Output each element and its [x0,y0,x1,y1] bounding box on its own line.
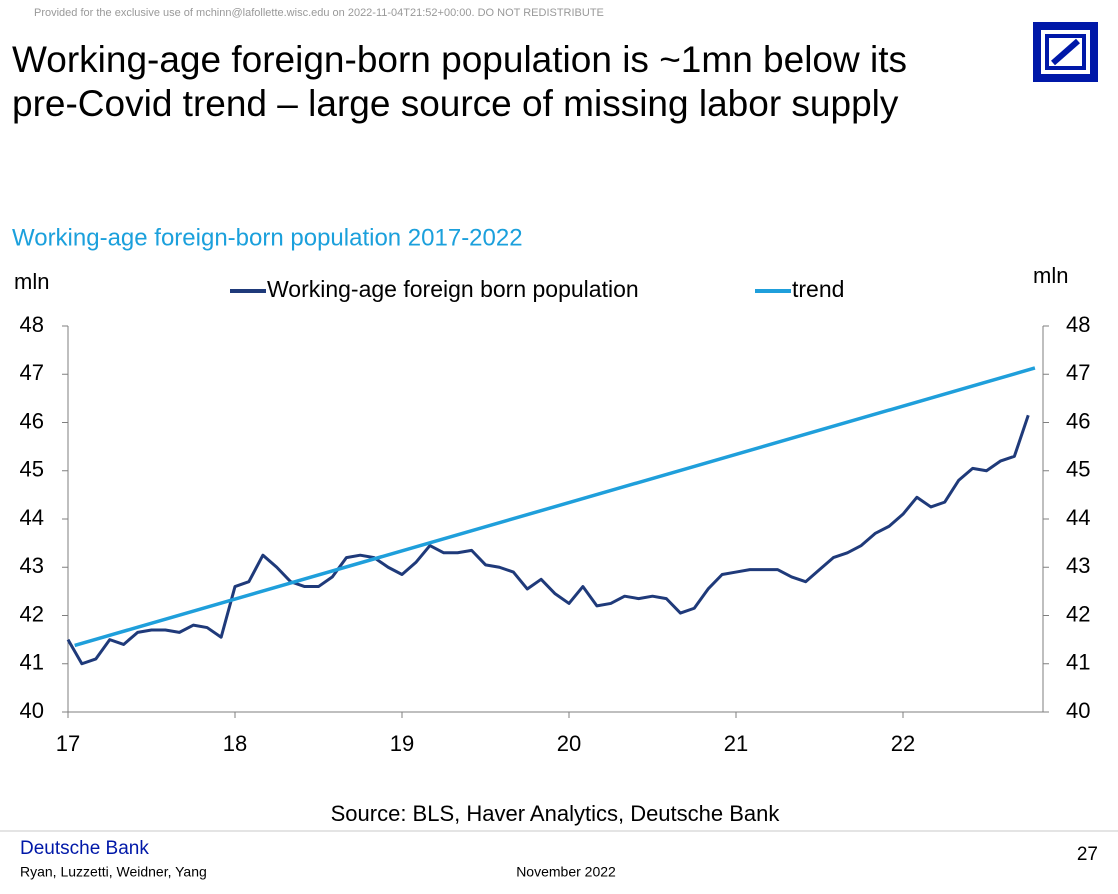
y-tick-label: 47 [20,360,44,385]
x-tick-label: 20 [557,731,581,756]
series-line [74,366,1036,648]
y-tick-label: 42 [20,601,44,626]
y-tick-label: 46 [20,408,44,433]
chart-title: Working-age foreign-born population 2017… [12,224,523,251]
y2-axis-label: mln [1033,263,1068,288]
x-tick-label: 17 [56,731,80,756]
y-tick-label: 40 [20,698,44,723]
legend-label: Working-age foreign born population [267,276,639,302]
y2-tick-label: 40 [1066,698,1090,723]
brand: Deutsche Bank [20,838,149,859]
y-tick-label: 41 [20,650,44,675]
x-tick-label: 21 [724,731,748,756]
y2-tick-label: 41 [1066,650,1090,675]
x-tick-label: 22 [891,731,915,756]
y2-tick-label: 44 [1066,505,1090,530]
y2-tick-label: 46 [1066,408,1090,433]
date: November 2022 [516,864,616,880]
y2-tick-label: 48 [1066,312,1090,337]
series-line [66,414,1030,666]
y-tick-label: 43 [20,553,44,578]
legend-label: trend [792,276,844,302]
logo [1033,22,1098,82]
y-tick-label: 44 [20,505,44,530]
x-tick-label: 19 [390,731,414,756]
title-line: pre-Covid trend – large source of missin… [12,83,899,124]
y-axis-label: mln [14,269,49,294]
y-tick-label: 45 [20,457,44,482]
y2-tick-label: 45 [1066,457,1090,482]
page-number: 27 [1077,844,1098,865]
source: Source: BLS, Haver Analytics, Deutsche B… [331,801,781,826]
y2-tick-label: 42 [1066,601,1090,626]
y-tick-label: 48 [20,312,44,337]
y2-tick-label: 43 [1066,553,1090,578]
authors: Ryan, Luzzetti, Weidner, Yang [20,864,207,880]
notice: Provided for the exclusive use of mchinn… [34,7,604,19]
y2-tick-label: 47 [1066,360,1090,385]
x-tick-label: 18 [223,731,247,756]
title-line: Working-age foreign-born population is ~… [12,39,907,80]
